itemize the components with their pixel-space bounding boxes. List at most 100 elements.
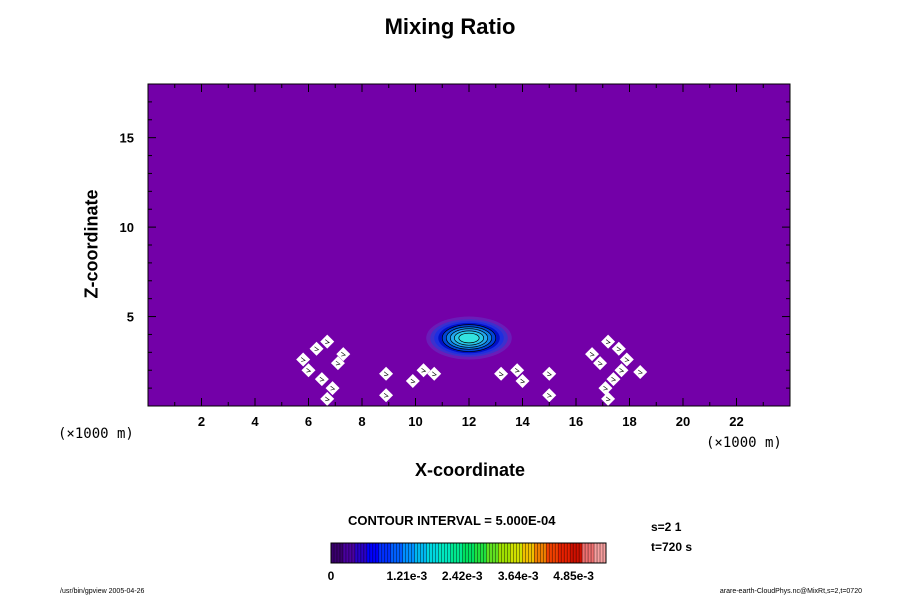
missing-data-patch	[320, 334, 335, 349]
contour-fragment	[605, 396, 611, 402]
missing-data-patch	[606, 372, 621, 387]
contour-fragment	[619, 367, 625, 373]
contour-fragment	[319, 376, 325, 382]
contour-fragment	[547, 393, 552, 398]
chart-title: Mixing Ratio	[384, 14, 516, 39]
y-tick-label: 5	[127, 310, 134, 325]
colorbar-swatch	[498, 543, 511, 563]
colorbar-swatch	[582, 543, 595, 563]
colorbar-swatch	[366, 543, 380, 563]
colorbar-swatch	[331, 543, 344, 563]
contour-fragment	[624, 357, 630, 362]
colorbar-swatch	[594, 543, 607, 563]
x-tick-label: 22	[729, 414, 743, 429]
colorbar-swatch	[462, 543, 475, 563]
colorbar-swatch	[390, 543, 404, 563]
colorbar-swatch	[558, 543, 571, 563]
contour-fragment	[325, 396, 330, 402]
missing-data-patch	[494, 366, 509, 381]
colorbar-tick-label: 1.21e-3	[386, 569, 427, 583]
contour-fragment	[306, 367, 312, 373]
missing-data-patch	[542, 366, 557, 381]
missing-data-patch	[296, 352, 311, 367]
x-tick-label: 14	[515, 414, 530, 429]
colorbar-swatch	[402, 543, 416, 563]
colorbar-swatch	[534, 543, 547, 563]
colorbar-swatch	[378, 543, 392, 563]
missing-data-patch	[330, 356, 345, 371]
contour-fragment	[335, 360, 341, 366]
contour-fragment	[410, 378, 416, 384]
y-tick-label: 10	[120, 220, 134, 235]
missing-data-patch	[585, 347, 600, 362]
x-tick-label: 20	[676, 414, 690, 429]
contour-fragment	[383, 371, 389, 377]
contour-fragment	[589, 351, 595, 357]
contour-fragment	[547, 371, 552, 377]
colorbar-swatch	[426, 543, 440, 563]
missing-data-patch	[542, 388, 557, 403]
footer-command: /usr/bin/gpview 2005-04-26	[60, 588, 145, 595]
contour-fragment	[603, 385, 609, 391]
colorbar-tick-label: 2.42e-3	[442, 569, 483, 583]
contour-fragment	[638, 369, 643, 375]
colorbar-swatch	[414, 543, 428, 563]
missing-data-patch	[619, 352, 634, 367]
x-tick-label: 8	[358, 414, 365, 429]
y-axis-unit: (×1000 m)	[58, 426, 134, 442]
contour-fragment	[300, 357, 306, 362]
missing-data-patch	[379, 388, 394, 403]
missing-data-patch	[325, 381, 340, 396]
contour-fragment	[330, 385, 336, 391]
x-tick-label: 4	[251, 414, 259, 429]
contour-fragment	[514, 367, 520, 373]
missing-data-patch	[601, 391, 616, 406]
x-axis-label: X-coordinate	[414, 460, 525, 480]
missing-data-patch	[336, 347, 351, 362]
footer-source: arare-earth-CloudPhys.nc@MixRt,s=2,t=072…	[719, 588, 862, 595]
missing-data-patch	[593, 356, 608, 371]
contour-fragment	[616, 346, 622, 352]
missing-data-patch	[314, 372, 329, 387]
x-tick-label: 10	[408, 414, 422, 429]
contour-fragment	[611, 376, 617, 382]
missing-data-patch	[633, 365, 648, 380]
x-tick-label: 12	[462, 414, 476, 429]
contour-fragment	[341, 351, 346, 357]
colorbar-swatch	[438, 543, 452, 563]
x-tick-label: 2	[198, 414, 205, 429]
missing-data-patch	[416, 363, 431, 378]
missing-data-patch	[598, 381, 613, 396]
missing-data-patch	[309, 341, 324, 356]
contour-fragment	[314, 346, 320, 352]
colorbar-swatch	[450, 543, 464, 563]
colorbar-swatch	[570, 543, 583, 563]
step-label: s=2 1	[651, 520, 682, 534]
missing-data-patch	[601, 334, 616, 349]
missing-data-patch	[515, 373, 530, 388]
field-layer	[296, 316, 648, 406]
contour-fragment	[520, 378, 526, 384]
contour-fragment	[605, 339, 611, 344]
x-tick-label: 6	[305, 414, 312, 429]
missing-data-patch	[405, 373, 420, 388]
x-axis-unit: (×1000 m)	[706, 435, 782, 451]
x-tick-label: 18	[622, 414, 636, 429]
contour-fragment	[597, 360, 603, 366]
colorbar-swatch	[354, 543, 368, 563]
missing-data-patch	[611, 341, 626, 356]
colorbar-tick-label: 3.64e-3	[498, 569, 539, 583]
colorbar-swatch	[342, 543, 356, 563]
missing-data-patch	[301, 363, 316, 378]
colorbar-swatch	[546, 543, 559, 563]
colorbar-tick-label: 0	[328, 569, 335, 583]
contour-fragment	[498, 371, 504, 377]
missing-data-patch	[427, 366, 442, 381]
colorbar-swatch	[510, 543, 523, 563]
colorbar-tick-label: 4.85e-3	[553, 569, 594, 583]
colorbar-swatch	[522, 543, 535, 563]
missing-data-patch	[614, 363, 629, 378]
contour-fragment	[432, 371, 437, 377]
